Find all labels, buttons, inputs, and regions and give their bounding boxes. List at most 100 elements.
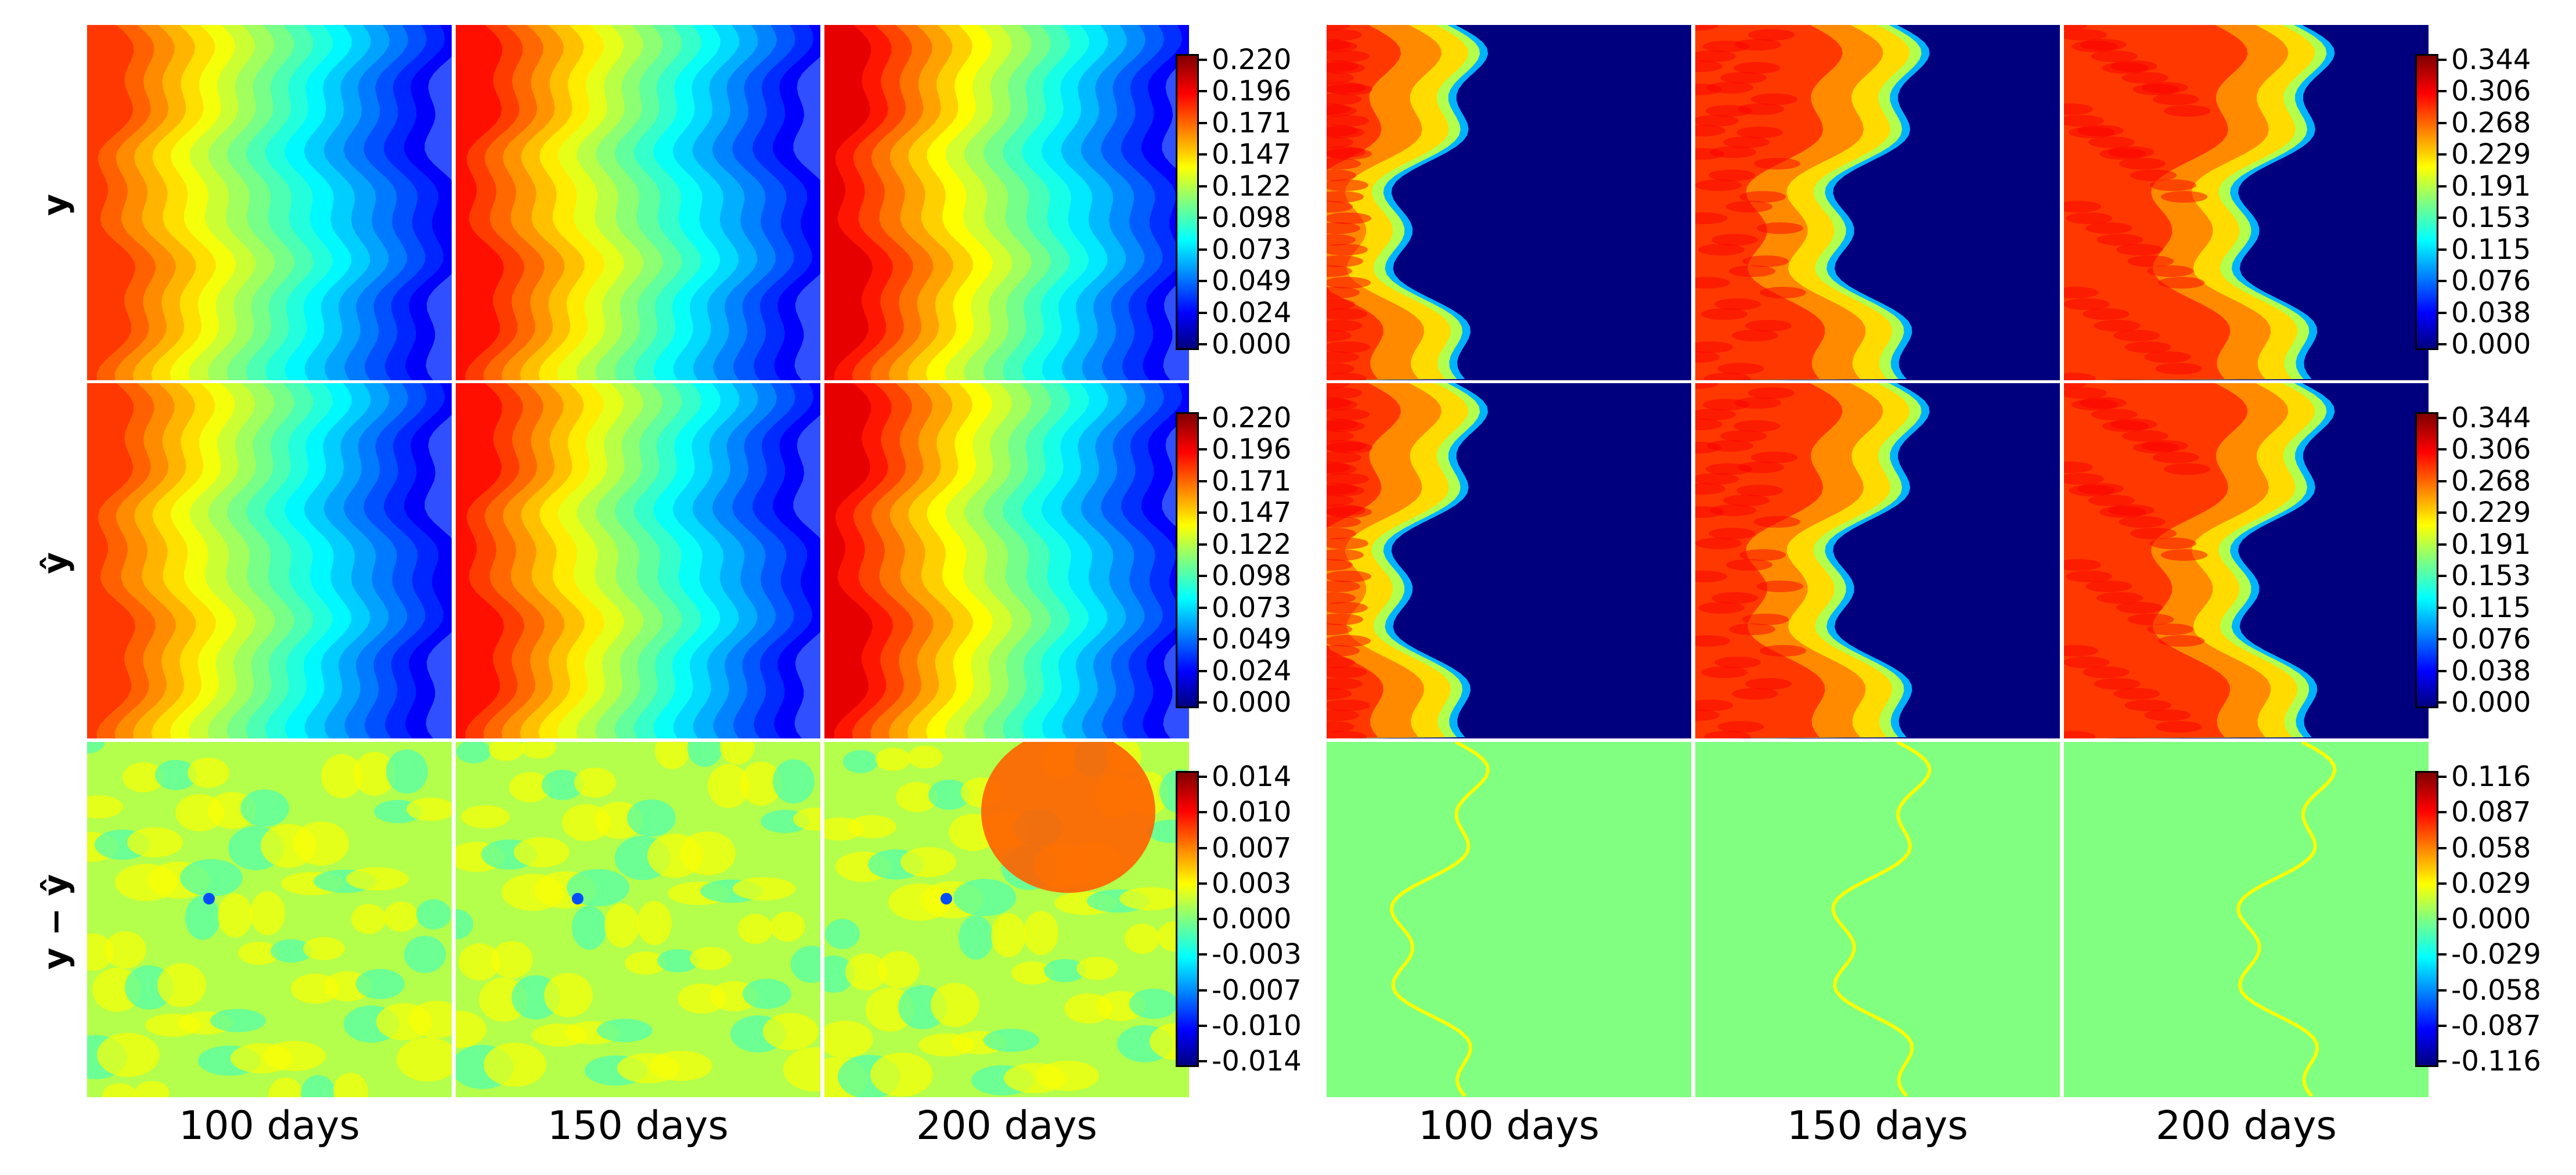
heatmap-field-left-3-3 (824, 742, 1189, 1097)
colorbar-tick-label: 0.058 (2451, 831, 2531, 864)
colorbar-tick-mark (2438, 701, 2447, 704)
heatmap-left-row2-col1 (87, 383, 452, 738)
colorbar-tick-mark (1199, 480, 1207, 482)
colorbar-tick-mark (1199, 417, 1207, 419)
colorbar-tick-label: 0.122 (1212, 170, 1292, 203)
heatmap-right-row1-col2 (1695, 25, 2060, 380)
colorbar-tick-mark (1199, 811, 1207, 814)
colorbar-tick-label: -0.087 (2451, 1009, 2541, 1042)
colorbar-tick-mark (2438, 248, 2447, 251)
colorbar-tick-mark (1199, 669, 1207, 672)
heatmap-right-row1-col1 (1327, 25, 1691, 380)
colorbar-tick-mark (2438, 153, 2447, 156)
colorbar-tick-label: 0.049 (1212, 265, 1292, 298)
colorbar-tick-mark (2438, 1024, 2447, 1027)
colorbar-right-row1 (2415, 54, 2438, 350)
heatmap-field-left-1-1 (87, 25, 452, 380)
colorbar-tick-mark (2438, 811, 2447, 814)
heatmap-field-right-3-1 (1327, 742, 1691, 1097)
colorbar-tick-label: 0.087 (2451, 796, 2531, 829)
colorbar-tick-mark (1199, 311, 1207, 314)
colorbar-tick-mark (2438, 882, 2447, 885)
colorbar-tick-label: 0.000 (1212, 686, 1292, 719)
colorbar-tick-label: 0.153 (2451, 201, 2531, 235)
colorbar-tick-label: 0.344 (2451, 44, 2531, 76)
colorbar-tick-label: 0.229 (2451, 138, 2531, 171)
colorbar-tick-label: 0.073 (1212, 233, 1292, 266)
colorbar-tick-mark (2438, 480, 2447, 482)
colorbar-tick-label: 0.196 (1212, 75, 1292, 108)
colorbar-tick-mark (1199, 343, 1207, 345)
colorbar-tick-mark (1199, 543, 1207, 546)
colorbar-left-row2 (1176, 412, 1199, 708)
heatmap-field-right-1-3 (2064, 25, 2429, 380)
column-label-1: 100 days (179, 1103, 360, 1149)
colorbar-tick-label: -0.010 (1212, 1009, 1302, 1042)
colorbar-left-row3 (1176, 771, 1199, 1067)
colorbar-tick-label: 0.344 (2451, 402, 2531, 434)
heatmap-right-row2-col1 (1327, 383, 1691, 738)
colorbar-tick-mark (1199, 1060, 1207, 1062)
colorbar-tick-label: 0.191 (2451, 528, 2531, 561)
colorbar-tick-label: -0.007 (1212, 974, 1302, 1007)
colorbar-tick-mark (1199, 217, 1207, 219)
colorbar-tick-mark (2438, 846, 2447, 849)
colorbar-tick-mark (2438, 953, 2447, 956)
colorbar-tick-mark (1199, 918, 1207, 920)
colorbar-tick-label: 0.196 (1212, 433, 1292, 466)
colorbar-tick-label: -0.014 (1212, 1045, 1302, 1077)
colorbar-tick-mark (1199, 248, 1207, 251)
colorbar-tick-label: 0.115 (2451, 233, 2531, 266)
column-label-6: 200 days (2156, 1103, 2337, 1149)
colorbar-tick-label: 0.000 (2451, 903, 2531, 935)
colorbar-tick-label: 0.306 (2451, 75, 2531, 108)
colorbar-tick-label: 0.038 (2451, 654, 2531, 687)
colorbar-tick-mark (1199, 776, 1207, 778)
colorbar-tick-mark (2438, 448, 2447, 451)
column-label-3: 200 days (916, 1103, 1097, 1149)
row-label-1: y (35, 194, 75, 216)
colorbar-tick-label: -0.058 (2451, 974, 2541, 1007)
colorbar-tick-mark (2438, 217, 2447, 219)
colorbar-tick-label: 0.147 (1212, 138, 1292, 171)
heatmap-left-row2-col3 (824, 383, 1189, 738)
colorbar-tick-label: 0.038 (2451, 296, 2531, 329)
colorbar-tick-label: 0.153 (2451, 560, 2531, 593)
colorbar-tick-label: 0.076 (2451, 265, 2531, 298)
colorbar-tick-mark (1199, 701, 1207, 704)
heatmap-left-row2-col2 (456, 383, 820, 738)
colorbar-tick-label: 0.000 (2451, 686, 2531, 719)
heatmap-left-row1-col2 (456, 25, 820, 380)
row-label-2: ŷ (35, 552, 75, 574)
colorbar-tick-mark (1199, 846, 1207, 849)
colorbar-tick-mark (2438, 543, 2447, 546)
heatmap-right-row2-col2 (1695, 383, 2060, 738)
heatmap-field-right-1-2 (1695, 25, 2060, 380)
colorbar-tick-label: 0.268 (2451, 106, 2531, 139)
colorbar-tick-mark (2438, 343, 2447, 345)
colorbar-tick-mark (1199, 185, 1207, 188)
colorbar-tick-label: 0.098 (1212, 560, 1292, 593)
colorbar-tick-mark (2438, 121, 2447, 124)
heatmap-field-right-3-2 (1695, 742, 2060, 1097)
colorbar-tick-label: 0.268 (2451, 464, 2531, 498)
colorbar-tick-mark (2438, 185, 2447, 188)
colorbar-tick-label: 0.029 (2451, 867, 2531, 900)
colorbar-tick-label: 0.306 (2451, 433, 2531, 466)
colorbar-tick-mark (2438, 776, 2447, 778)
colorbar-tick-mark (1199, 280, 1207, 283)
row-label-3: y − ŷ (35, 874, 75, 970)
heatmap-right-row1-col3 (2064, 25, 2429, 380)
heatmap-left-row3-col2 (456, 742, 820, 1097)
colorbar-tick-label: 0.115 (2451, 591, 2531, 624)
heatmap-field-right-2-2 (1695, 383, 2060, 738)
colorbar-tick-mark (1199, 606, 1207, 609)
colorbar-tick-mark (1199, 90, 1207, 93)
colorbar-tick-label: 0.014 (1212, 760, 1292, 793)
colorbar-tick-mark (1199, 1024, 1207, 1027)
colorbar-tick-mark (2438, 606, 2447, 609)
colorbar-tick-mark (1199, 638, 1207, 641)
colorbar-tick-label: 0.010 (1212, 796, 1292, 829)
colorbar-tick-mark (2438, 90, 2447, 93)
